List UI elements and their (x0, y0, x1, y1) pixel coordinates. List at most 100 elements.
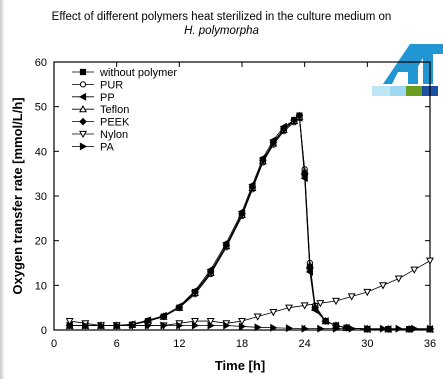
legend-entry: Teflon (72, 104, 129, 116)
x-tick-label: 24 (299, 338, 311, 350)
legend-label: PP (100, 92, 115, 104)
series-line (69, 325, 430, 330)
data-point (348, 324, 356, 333)
series-teflon (65, 112, 434, 333)
data-point (411, 324, 419, 333)
data-point (191, 288, 199, 296)
legend-marker (79, 117, 87, 126)
legend-entry: Nylon (72, 129, 128, 141)
data-point (175, 303, 184, 312)
y-tick-label: 30 (35, 191, 47, 203)
data-point (384, 325, 393, 333)
data-point (394, 275, 403, 283)
data-point (363, 288, 372, 297)
legend-entry: PA (72, 141, 115, 153)
data-point (222, 241, 231, 249)
legend-entry: PEEK (72, 117, 130, 129)
x-tick-label: 18 (236, 338, 248, 350)
x-tick-label: 0 (51, 338, 57, 350)
data-point (207, 321, 215, 330)
series-line (69, 114, 430, 330)
data-point (426, 324, 435, 333)
chart-title-block: Effect of different polymers heat steril… (0, 10, 443, 38)
logo-vt-shape (412, 44, 443, 84)
data-point (316, 300, 325, 308)
legend-label: PA (100, 141, 115, 153)
data-point (113, 321, 121, 330)
y-tick-label: 20 (35, 236, 47, 248)
data-point (223, 321, 231, 330)
data-point (290, 116, 299, 124)
x-tick-label: 6 (114, 338, 120, 350)
x-tick-label: 30 (361, 338, 373, 350)
data-point (332, 324, 341, 333)
logo-bar-3 (406, 86, 422, 96)
data-point (248, 183, 257, 191)
logo-bar-2 (390, 86, 406, 96)
legend-marker (79, 68, 87, 76)
y-tick-label: 0 (41, 325, 47, 337)
data-point (379, 282, 387, 290)
data-point (285, 304, 293, 312)
data-point (379, 324, 388, 333)
series-line (69, 115, 430, 330)
data-point (311, 303, 319, 312)
series-line (69, 117, 430, 330)
data-point (144, 321, 153, 330)
legend-marker (79, 81, 87, 88)
data-point (321, 317, 330, 325)
data-point (395, 324, 403, 333)
logo-bar-1 (372, 86, 390, 96)
x-tick-label: 12 (173, 338, 185, 350)
series-pa (66, 321, 435, 333)
legend-label: Nylon (100, 129, 128, 141)
avt-logo (372, 44, 443, 96)
x-tick-label: 36 (424, 338, 436, 350)
data-point (160, 321, 168, 330)
data-point (300, 169, 309, 178)
legend-label: Teflon (100, 104, 129, 116)
data-point (270, 323, 278, 332)
x-axis-label: Time [h] (215, 358, 265, 373)
data-point (65, 317, 74, 326)
data-point (176, 321, 184, 330)
data-point (306, 263, 314, 272)
data-point (238, 322, 247, 331)
legend-marker (78, 92, 87, 101)
series-peek (65, 111, 434, 333)
y-tick-label: 60 (35, 57, 47, 69)
data-point (97, 321, 106, 330)
series-pur (66, 114, 434, 333)
data-point (342, 323, 351, 332)
chart-title: Effect of different polymers heat steril… (51, 11, 392, 23)
data-point (364, 324, 372, 333)
legend-label: PUR (100, 79, 123, 91)
data-point (405, 325, 413, 333)
legend-label: without polymer (99, 67, 177, 79)
series-pp (65, 113, 434, 334)
series-line (69, 260, 431, 326)
data-point (206, 317, 215, 326)
data-marks (65, 111, 435, 334)
legend-entry: PP (72, 92, 115, 104)
data-point (347, 293, 356, 301)
legend-label: PEEK (100, 117, 130, 129)
legend-entry: without polymer (72, 67, 177, 79)
chart-subtitle: H. polymorpha (184, 25, 259, 37)
data-point (253, 313, 262, 321)
data-point (317, 324, 325, 333)
series-line (69, 117, 430, 330)
y-tick-label: 50 (35, 102, 47, 114)
legend-marker (79, 130, 87, 139)
data-point (206, 268, 215, 276)
logo-a-shape (383, 44, 418, 84)
data-point (66, 321, 74, 330)
data-point (191, 321, 200, 330)
y-tick-label: 40 (35, 146, 47, 158)
series-without-polymer (66, 112, 434, 333)
series-nylon (65, 257, 434, 330)
legend-entry: PUR (72, 79, 123, 91)
data-point (269, 138, 278, 147)
